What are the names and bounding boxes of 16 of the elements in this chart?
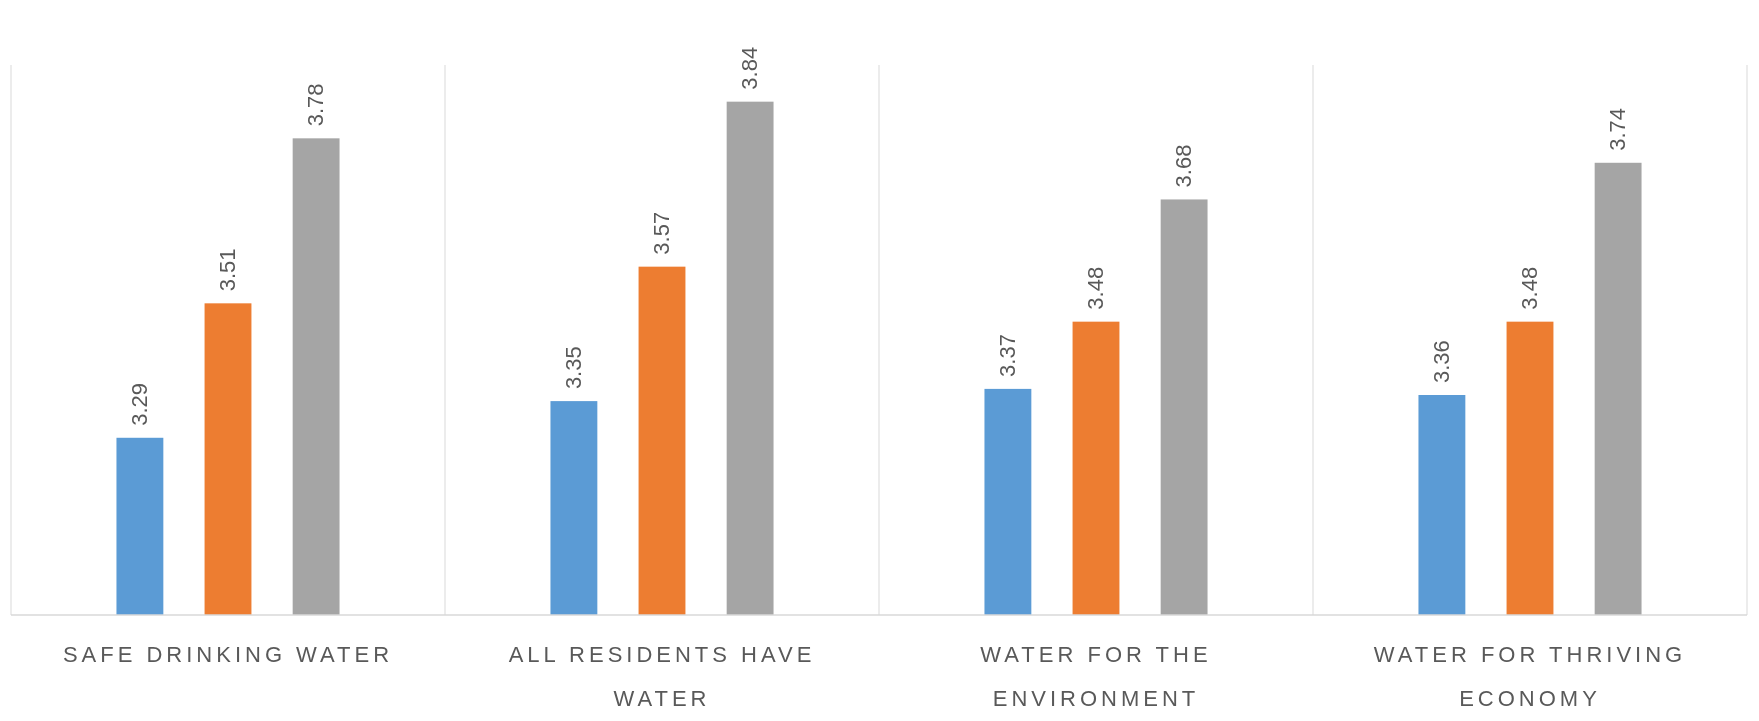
data-label: 3.36 [1428, 340, 1454, 383]
x-tick-label: WATER FOR THRIVING ECONOMY [1373, 642, 1687, 711]
data-label: 3.68 [1171, 144, 1197, 188]
data-label: 3.51 [215, 248, 240, 292]
data-label: 3.29 [126, 382, 152, 426]
data-label: 3.57 [649, 211, 674, 255]
x-tick-label: SAFE DRINKING WATER [62, 642, 394, 667]
x-tick-label: WATER FOR THE ENVIRONMENT [980, 642, 1212, 711]
data-label: 3.78 [303, 83, 329, 127]
data-label: 3.74 [1605, 107, 1631, 151]
x-tick-label: ALL RESIDENTS HAVE WATER [508, 642, 816, 711]
data-label: 3.48 [1083, 266, 1108, 310]
data-label: 3.35 [560, 346, 586, 390]
data-label: 3.37 [994, 334, 1020, 377]
data-label: 3.48 [1517, 266, 1542, 310]
data-label: 3.84 [737, 46, 763, 90]
